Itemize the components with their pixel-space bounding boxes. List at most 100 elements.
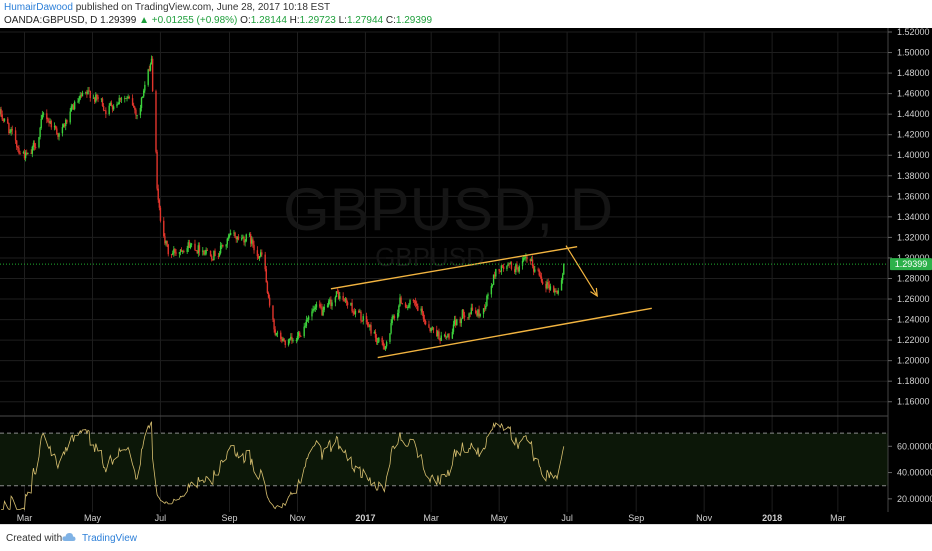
candle-body [133,105,135,108]
high-value: 1.29723 [299,15,336,26]
candle-body [478,309,480,317]
candle-body [320,306,322,308]
time-tick-label: Sep [222,513,238,523]
candle-body [241,238,243,240]
candle-body [319,304,321,307]
candle-body [14,130,17,141]
candle-body [109,102,112,106]
candle-body [234,232,236,238]
candle-body [360,311,362,321]
high-label: H: [289,15,300,26]
candle-body [546,282,548,289]
candle-body [147,69,149,85]
candle-body [188,242,191,248]
low-value: 1.27944 [346,15,384,26]
tradingview-brand[interactable]: TradingView [82,533,138,544]
candle-body [242,236,244,239]
candle-body [158,199,161,208]
candle-body [48,121,50,123]
candle-body [212,259,214,261]
candle-body [468,313,470,318]
candle-body [443,335,446,336]
candle-body [439,338,441,341]
chart-area[interactable]: GBPUSD, D GBPUSD 1.52000 1.50000 1.48000 1.… [0,27,932,524]
candle-body [256,250,259,257]
candle-body [448,333,450,339]
candle-body [414,301,417,304]
candle-body [128,96,130,99]
candle-body [290,336,292,339]
candle-body [248,234,251,236]
candle-body [235,237,237,240]
candle-body [10,129,12,132]
candle-body [140,97,143,108]
price-tick-label: 1.44000 [897,109,930,119]
candle-body [139,107,142,116]
candle-body [148,69,150,71]
price-tick-label: 1.18000 [897,376,930,386]
candle-body [336,291,339,292]
candle-body [499,270,501,272]
candle-body [508,263,510,265]
created-with-text: Created with [6,533,63,544]
footer: Created with TradingView [0,524,932,551]
candle-body [413,300,416,302]
rsi-axis: 60.00000 40.00000 20.00000 [888,441,932,504]
symbol-label: OANDA:GBPUSD, D [4,15,98,26]
candle-body [517,267,519,272]
candle-body [198,245,201,252]
candle-body [446,337,448,338]
candle-body [183,250,185,252]
candle-body [7,118,9,124]
candle-body [272,305,274,320]
candle-body [492,274,495,285]
candle-body [537,269,539,271]
candle-body [437,331,439,337]
price-axis[interactable]: 1.52000 1.50000 1.48000 1.46000 1.44000 1.420… [888,27,930,407]
candle-body [170,254,173,256]
time-axis[interactable]: Mar May Jul Sep Nov 2017 Mar May Jul Sep Nov 2018 Ma… [0,512,932,524]
candle-body [226,238,228,245]
candle-body [80,95,83,97]
candle-body [214,250,216,256]
candle-body [502,266,505,270]
candle-body [50,121,52,128]
candle-body [321,307,323,316]
candle-body [41,114,44,119]
candle-body [479,313,481,317]
candle-body [436,329,438,337]
candle-body [159,207,162,221]
candle-body [190,243,193,245]
watermark-main: GBPUSD, D [283,176,613,243]
candle-body [229,232,232,236]
candle-body [338,291,340,299]
candle-body [78,98,80,102]
time-tick-label: May [491,513,509,523]
arrow-shaft [565,245,598,297]
candle-body [382,342,384,347]
candle-body [342,296,344,300]
candle-body [268,297,271,306]
candle-body [24,152,27,159]
candle-body [287,339,290,346]
candle-body [292,340,294,341]
candle-body [180,249,183,252]
chart-svg[interactable]: GBPUSD, D GBPUSD 1.520001.500001.480001.… [0,27,932,524]
candle-body [305,319,308,326]
candle-body [358,310,360,313]
candle-body [119,97,122,100]
candle-body [409,300,411,305]
candle-body [39,127,41,138]
price-badge-box [890,258,932,271]
candle-body [157,188,159,200]
candle-body [101,98,104,106]
candle-body [206,250,208,251]
candle-body [300,336,302,337]
candle-body [189,244,192,248]
candle-body [97,96,99,100]
candle-body [55,126,57,129]
candle-body [452,324,455,332]
candle-body [451,331,454,339]
author-link[interactable]: HumairDawood [4,2,73,13]
candle-body [17,146,19,149]
